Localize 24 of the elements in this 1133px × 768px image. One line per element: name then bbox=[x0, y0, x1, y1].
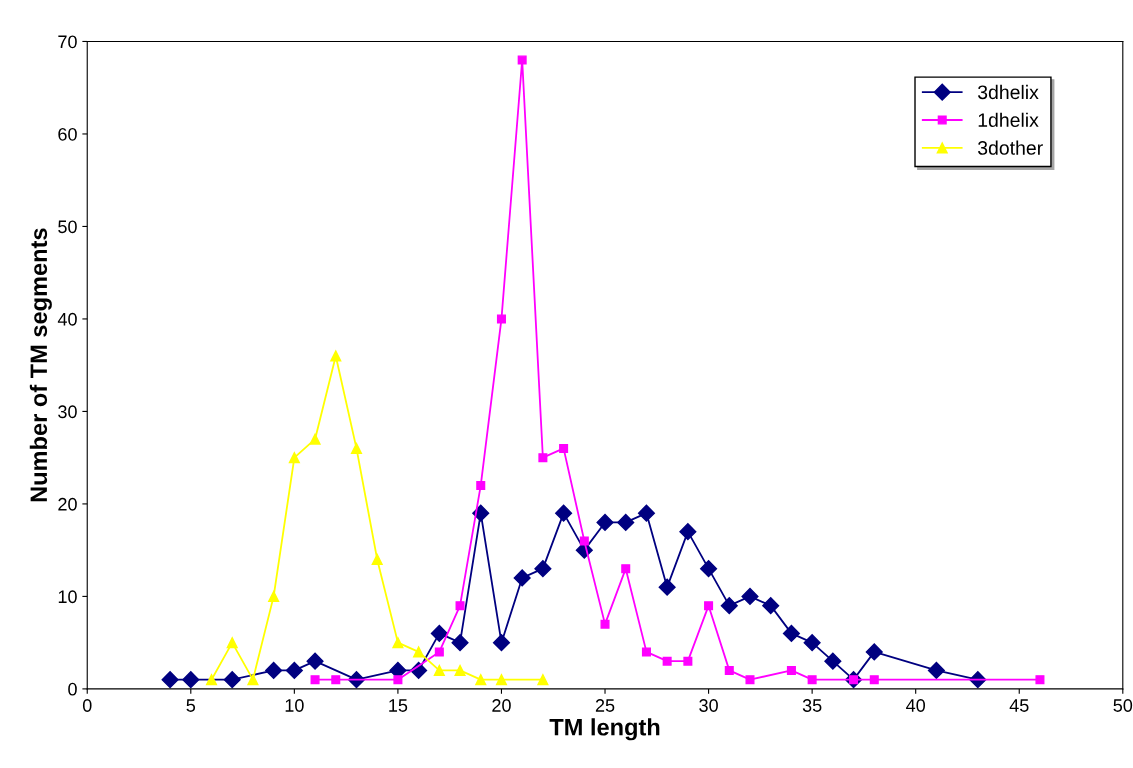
x-tick-label: 5 bbox=[186, 699, 196, 712]
x-tick-label: 35 bbox=[802, 699, 822, 712]
y-axis-title: Number of TM segments bbox=[29, 228, 52, 502]
legend-label: 3dother bbox=[977, 140, 1043, 155]
y-tick-label: 70 bbox=[58, 35, 77, 49]
y-tick-label: 10 bbox=[58, 590, 77, 604]
x-tick-label: 40 bbox=[906, 699, 926, 712]
x-tick-label: 45 bbox=[1009, 699, 1029, 712]
x-tick-label: 50 bbox=[1113, 699, 1133, 712]
x-tick-label: 25 bbox=[595, 699, 615, 712]
y-tick-label: 30 bbox=[58, 405, 77, 419]
y-tick-label: 60 bbox=[58, 127, 77, 141]
y-tick-label: 50 bbox=[58, 220, 77, 234]
y-tick-label: 0 bbox=[68, 682, 77, 696]
x-axis-title: TM length bbox=[549, 718, 660, 741]
x-tick-label: 15 bbox=[389, 699, 408, 712]
legend-label: 1dhelix bbox=[978, 112, 1039, 127]
y-tick-label: 40 bbox=[57, 312, 77, 326]
x-tick-label: 10 bbox=[285, 699, 304, 712]
y-tick-label: 20 bbox=[58, 497, 77, 511]
x-tick-label: 30 bbox=[699, 699, 718, 712]
x-tick-label: 20 bbox=[492, 699, 511, 712]
legend-label: 3dhelix bbox=[977, 84, 1039, 100]
x-tick-label: 0 bbox=[82, 699, 92, 712]
